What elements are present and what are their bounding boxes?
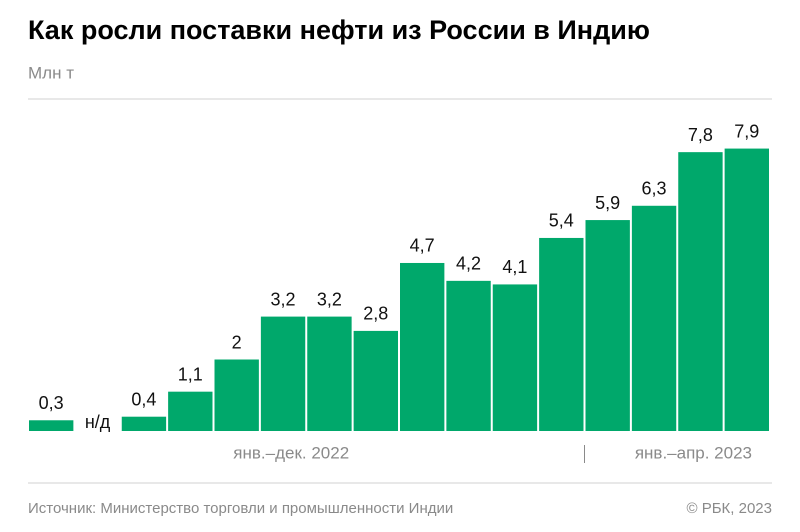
bar <box>539 237 584 431</box>
group-label: янв.–апр. 2023 <box>635 443 752 462</box>
bar <box>631 205 677 431</box>
bar <box>260 316 306 431</box>
value-label: н/д <box>85 412 111 432</box>
value-label: 7,9 <box>734 121 759 141</box>
value-label: 3,2 <box>271 289 296 309</box>
bar <box>400 262 445 431</box>
source: Источник: Министерство торговли и промыш… <box>28 500 453 517</box>
value-label: 1,1 <box>178 364 203 384</box>
bar <box>168 391 213 431</box>
bar <box>492 284 538 431</box>
bar <box>446 280 491 431</box>
value-label: 4,2 <box>456 254 481 274</box>
value-label: 3,2 <box>317 289 342 309</box>
value-label: 5,4 <box>549 211 574 231</box>
value-label: 4,1 <box>502 257 527 277</box>
chart-subtitle: Млн т <box>28 63 74 82</box>
value-label: 4,7 <box>410 236 435 256</box>
group-label: янв.–дек. 2022 <box>233 443 349 462</box>
bar <box>29 420 74 431</box>
value-label: 7,8 <box>688 125 713 145</box>
copyright: © РБК, 2023 <box>686 500 772 517</box>
bar <box>307 316 352 431</box>
chart-title: Как росли поставки нефти из России в Инд… <box>28 15 650 45</box>
bar <box>678 152 723 431</box>
value-label: 0,4 <box>131 389 156 409</box>
bar <box>353 330 398 431</box>
bar <box>214 359 259 431</box>
value-label: 6,3 <box>642 179 667 199</box>
bar <box>724 148 769 431</box>
value-label: 2,8 <box>363 304 388 324</box>
value-label: 5,9 <box>595 193 620 213</box>
bar <box>121 416 167 431</box>
value-label: 2 <box>232 332 242 352</box>
value-label: 0,3 <box>39 393 64 413</box>
bar <box>585 220 630 431</box>
